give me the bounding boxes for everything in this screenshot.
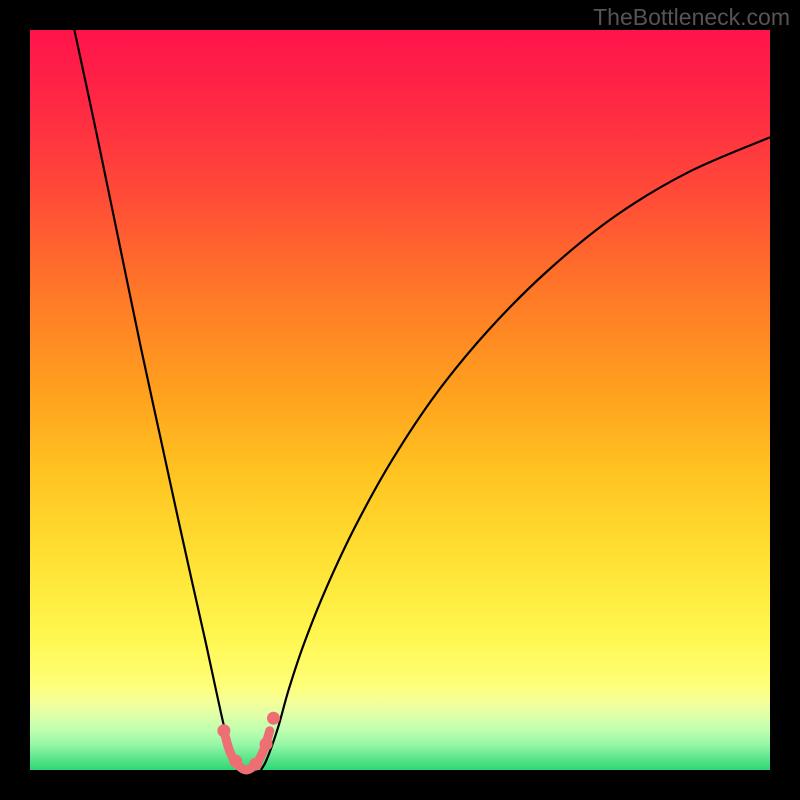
bottom-dot bbox=[229, 755, 242, 768]
curve-layer bbox=[30, 30, 770, 770]
chart-container: TheBottleneck.com bbox=[0, 0, 800, 800]
bottom-dot bbox=[267, 712, 280, 725]
right-branch-curve bbox=[261, 137, 770, 770]
bottom-dot bbox=[249, 758, 262, 771]
bottom-dot bbox=[217, 724, 230, 737]
bottom-dot bbox=[260, 738, 273, 751]
watermark-text: TheBottleneck.com bbox=[593, 4, 790, 31]
left-branch-curve bbox=[74, 30, 241, 770]
plot-area bbox=[30, 30, 770, 770]
